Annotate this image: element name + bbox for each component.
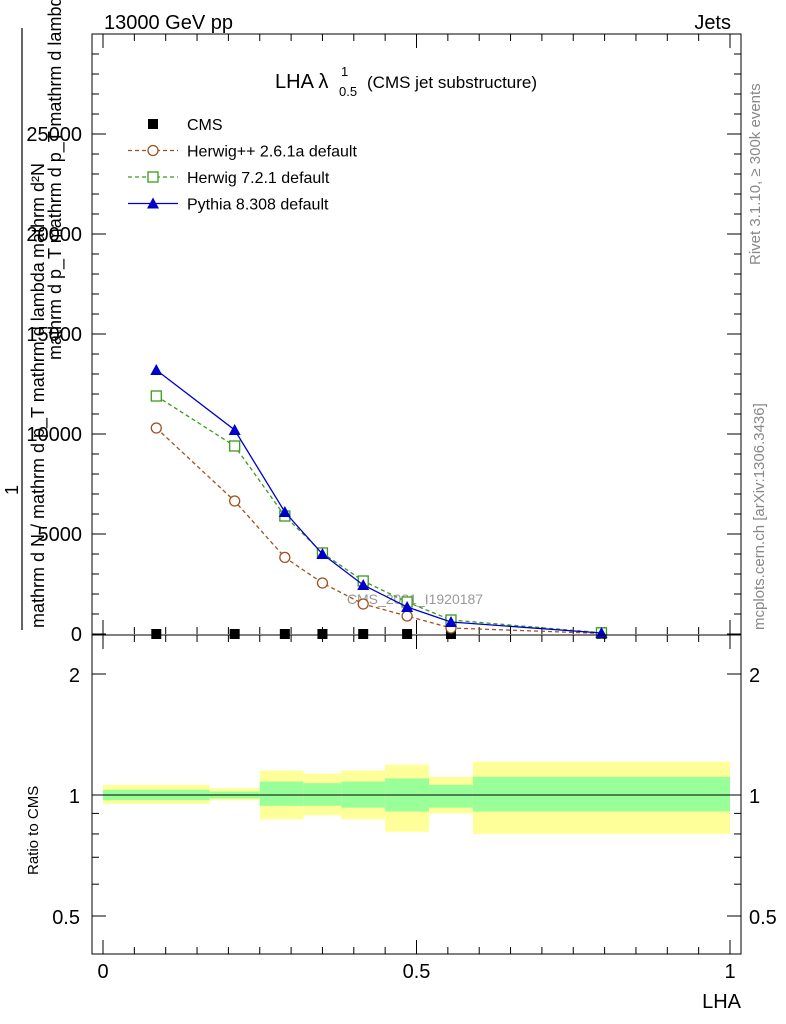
y-tick-label: 15000 xyxy=(26,324,82,346)
y-tick-label: 0 xyxy=(71,624,82,646)
y-label-one: 1 xyxy=(2,485,22,495)
ratio-band-inner xyxy=(429,784,473,808)
ratio-band-inner xyxy=(259,781,304,806)
y-tick-label: 25000 xyxy=(26,124,82,146)
data-point xyxy=(229,495,241,507)
x-axis-label: LHA xyxy=(702,991,742,1013)
data-point xyxy=(229,629,240,639)
data-point xyxy=(279,629,290,639)
watermark-label: CMS_2021_I1920187 xyxy=(347,591,483,607)
y-label-numerator: mathrm d²N xyxy=(28,163,48,258)
legend-label: Herwig++ 2.6.1a default xyxy=(187,144,357,161)
legend: CMS Herwig++ 2.6.1a default Herwig 7.2.1 d… xyxy=(128,117,357,214)
data-point xyxy=(317,629,328,639)
ratio-plot: 0.5 0.51 12 2 0 0.5 1 Ratio to CMS LHA xyxy=(25,634,777,1013)
watermark-layer: CMS_2021_I1920187 xyxy=(347,591,483,607)
ratio-y-tick-label-right: 0.5 xyxy=(749,907,777,929)
ratio-y-tick-label: 1 xyxy=(69,786,80,808)
x-tick-label: 1 xyxy=(724,961,735,983)
y-tick-label: 5000 xyxy=(38,524,83,546)
ratio-y-tick-label-right: 2 xyxy=(749,665,760,687)
ratio-band-inner xyxy=(472,776,730,812)
ratio-y-axis: 0.5 0.5 1 1 2 2 xyxy=(52,665,777,929)
plot-title: LHA λ 1 0.5 (CMS jet substructure) xyxy=(275,64,537,99)
data-point xyxy=(357,598,369,610)
legend-label: Pythia 8.308 default xyxy=(187,197,329,214)
plot-title-text: LHA λ xyxy=(275,71,328,93)
data-point xyxy=(150,422,162,434)
y-tick-label: 20000 xyxy=(26,224,82,246)
y-label-denominator: mathrm d p_T mathrm d p_T mathrm d lambd… xyxy=(45,0,66,360)
legend-marker xyxy=(147,171,159,183)
data-point xyxy=(402,629,413,639)
legend-label: CMS xyxy=(187,117,223,134)
data-point xyxy=(445,629,456,639)
data-point xyxy=(151,629,162,639)
main-y-label: mathrm d²N mathrm d p_T mathrm d p_T mat… xyxy=(2,0,66,630)
plot-title-sub: 0.5 xyxy=(339,84,357,99)
ratio-bands xyxy=(103,761,730,834)
legend-marker xyxy=(147,197,159,209)
data-point xyxy=(358,629,369,639)
plot-title-sup: 1 xyxy=(341,64,348,79)
data-point xyxy=(278,506,291,517)
legend-label: Herwig 7.2.1 default xyxy=(187,170,330,187)
data-point xyxy=(316,548,329,559)
data-point xyxy=(401,601,414,612)
main-series xyxy=(150,364,608,640)
main-plot: 0 5000 10000 15000 20000 25000 CMS_2021_I1920… xyxy=(26,33,742,646)
legend-marker xyxy=(148,119,158,129)
main-y-axis: 0 5000 10000 15000 20000 25000 xyxy=(26,33,741,646)
energy-label: 13000 GeV pp xyxy=(104,12,233,34)
ratio-x-axis: 0 0.5 1 xyxy=(97,635,736,983)
data-point xyxy=(316,577,329,589)
rivet-label: Rivet 3.1.10, ≥ 300k events xyxy=(747,83,764,265)
y-label-lower: mathrm d N / mathrm d p_T mathrm d lambd… xyxy=(28,261,49,628)
ratio-band-inner xyxy=(303,783,342,806)
y-tick-label: 10000 xyxy=(26,424,82,446)
data-point xyxy=(228,424,241,435)
data-point xyxy=(229,440,241,452)
series-line-2 xyxy=(155,395,602,634)
data-point xyxy=(444,616,457,627)
data-point xyxy=(150,390,162,402)
data-point xyxy=(357,579,370,590)
legend-marker xyxy=(147,144,159,157)
series-line-1 xyxy=(155,427,602,635)
plot-title-suffix: (CMS jet substructure) xyxy=(367,73,537,92)
process-label: Jets xyxy=(694,12,731,34)
ratio-y-label: Ratio to CMS xyxy=(25,786,42,875)
data-point xyxy=(150,364,163,375)
x-tick-label: 0 xyxy=(97,961,108,983)
ratio-y-tick-label: 0.5 xyxy=(52,907,80,929)
data-point xyxy=(401,610,413,622)
data-point xyxy=(279,551,291,564)
x-tick-label: 0.5 xyxy=(403,961,431,983)
ratio-y-tick-label: 2 xyxy=(69,665,80,687)
ratio-y-tick-label-right: 1 xyxy=(749,786,760,808)
mcplots-label: mcplots.cern.ch [arXiv:1306.3436] xyxy=(751,403,768,630)
plot-title-main: LHA λ xyxy=(275,71,328,93)
series-line-3 xyxy=(155,369,602,634)
